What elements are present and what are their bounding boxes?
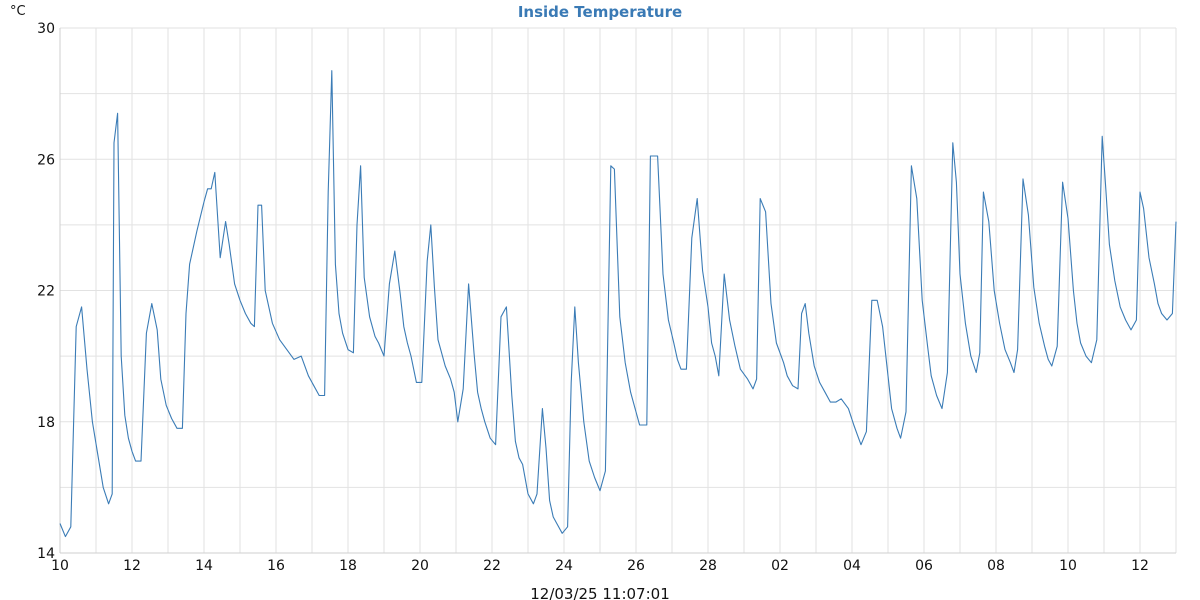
y-tick-label: 22 [37, 284, 55, 300]
x-tick-label: 12 [123, 558, 141, 574]
x-tick-label: 10 [1059, 558, 1077, 574]
x-tick-label: 02 [771, 558, 789, 574]
x-tick-label: 20 [411, 558, 429, 574]
x-tick-label: 10 [51, 558, 69, 574]
x-tick-label: 28 [699, 558, 717, 574]
x-tick-label: 16 [267, 558, 285, 574]
y-axis-unit: °C [10, 4, 26, 19]
x-tick-label: 22 [483, 558, 501, 574]
series-layer [59, 70, 1177, 538]
y-tick-label: 18 [37, 415, 55, 431]
x-tick-label: 14 [195, 558, 213, 574]
x-tick-label: 26 [627, 558, 645, 574]
x-axis-ticks: 10 12 14 16 18 20 22 24 26 28 02 04 06 08 10 12 [51, 558, 1149, 574]
y-axis-ticks: 14 18 22 26 30 [37, 21, 55, 562]
x-tick-label: 12 [1131, 558, 1149, 574]
x-tick-label: 06 [915, 558, 933, 574]
timestamp-label: 12/03/25 11:07:01 [530, 585, 670, 600]
x-tick-label: 04 [843, 558, 861, 574]
x-tick-label: 24 [555, 558, 573, 574]
x-tick-label: 08 [987, 558, 1005, 574]
temperature-series-line [59, 70, 1177, 538]
chart-title: Inside Temperature [518, 3, 682, 21]
y-tick-label: 14 [37, 546, 55, 562]
y-tick-label: 26 [37, 152, 55, 168]
y-tick-label: 30 [37, 21, 55, 37]
grid [59, 27, 1177, 554]
x-tick-label: 18 [339, 558, 357, 574]
